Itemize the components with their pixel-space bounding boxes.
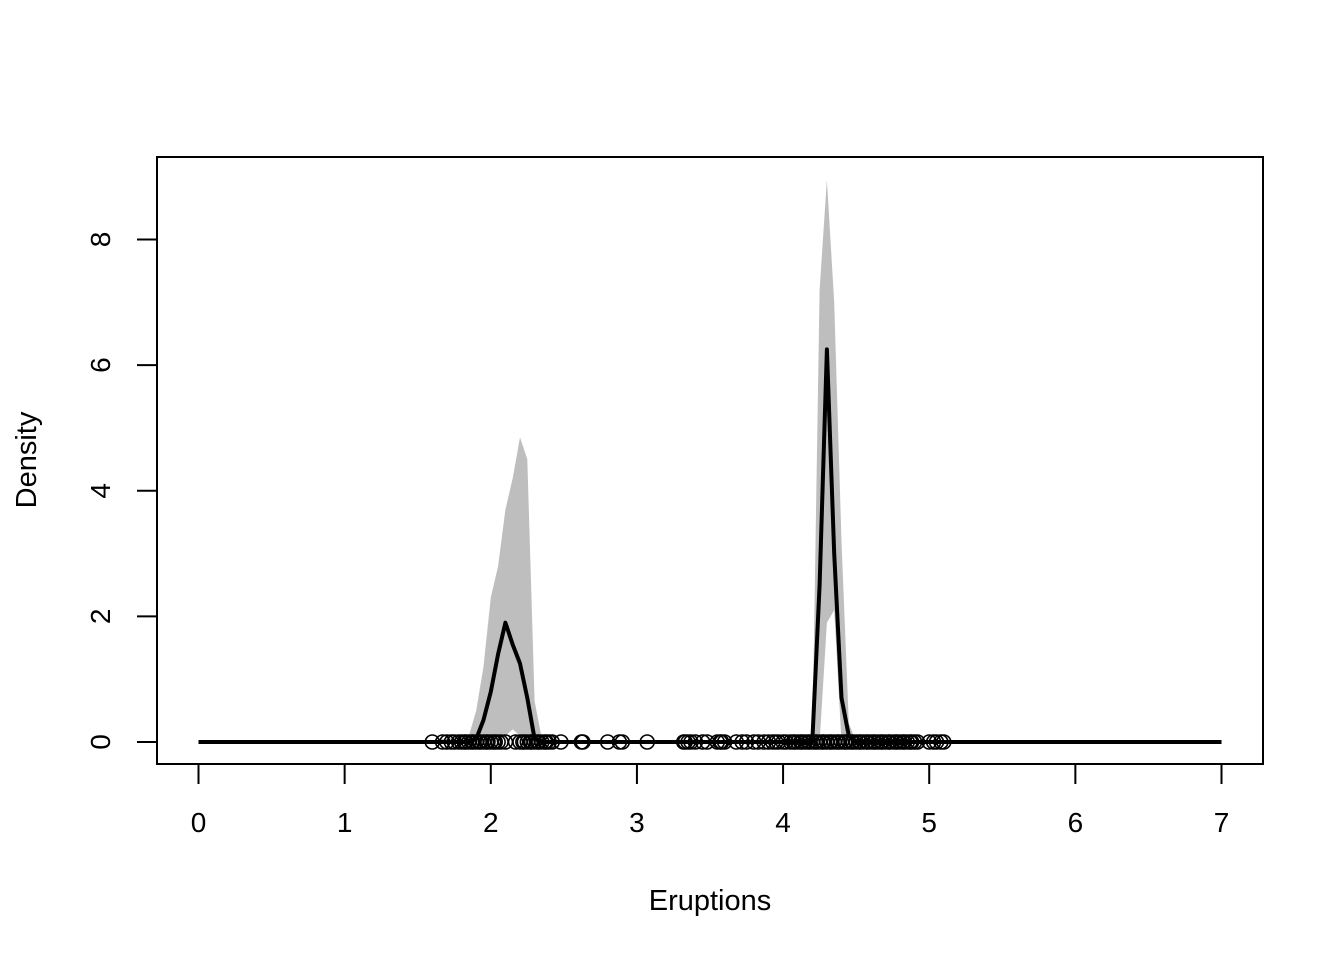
confidence-band [198,179,1222,743]
x-tick-label: 6 [1068,807,1084,838]
y-tick-label: 2 [85,609,116,625]
y-tick-label: 8 [85,232,116,248]
confidence-band-layer [198,179,1222,743]
x-tick-label: 3 [629,807,645,838]
y-axis: 0 2 4 6 8 [85,232,158,750]
y-tick-label: 4 [85,483,116,499]
y-axis-title: Density [11,411,43,508]
x-tick-label: 2 [483,807,499,838]
x-axis: 0 1 2 3 4 5 6 7 [191,763,1230,838]
density-line-layer [198,347,1222,744]
x-axis-title: Eruptions [649,885,772,917]
y-tick-label: 6 [85,357,116,373]
x-tick-label: 7 [1214,807,1230,838]
x-tick-label: 5 [921,807,937,838]
y-tick-label: 0 [85,734,116,750]
x-tick-label: 4 [775,807,791,838]
x-tick-label: 1 [337,807,353,838]
plot-frame [156,156,1264,765]
x-tick-label: 0 [191,807,207,838]
density-line [198,347,1222,744]
